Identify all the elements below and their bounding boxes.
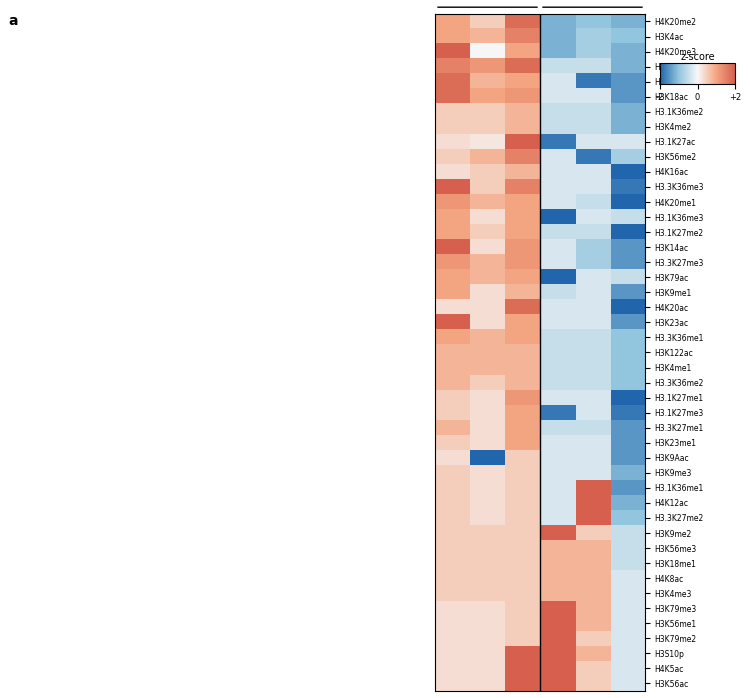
Text: a: a [8, 14, 18, 28]
Title: z-score: z-score [680, 52, 715, 62]
